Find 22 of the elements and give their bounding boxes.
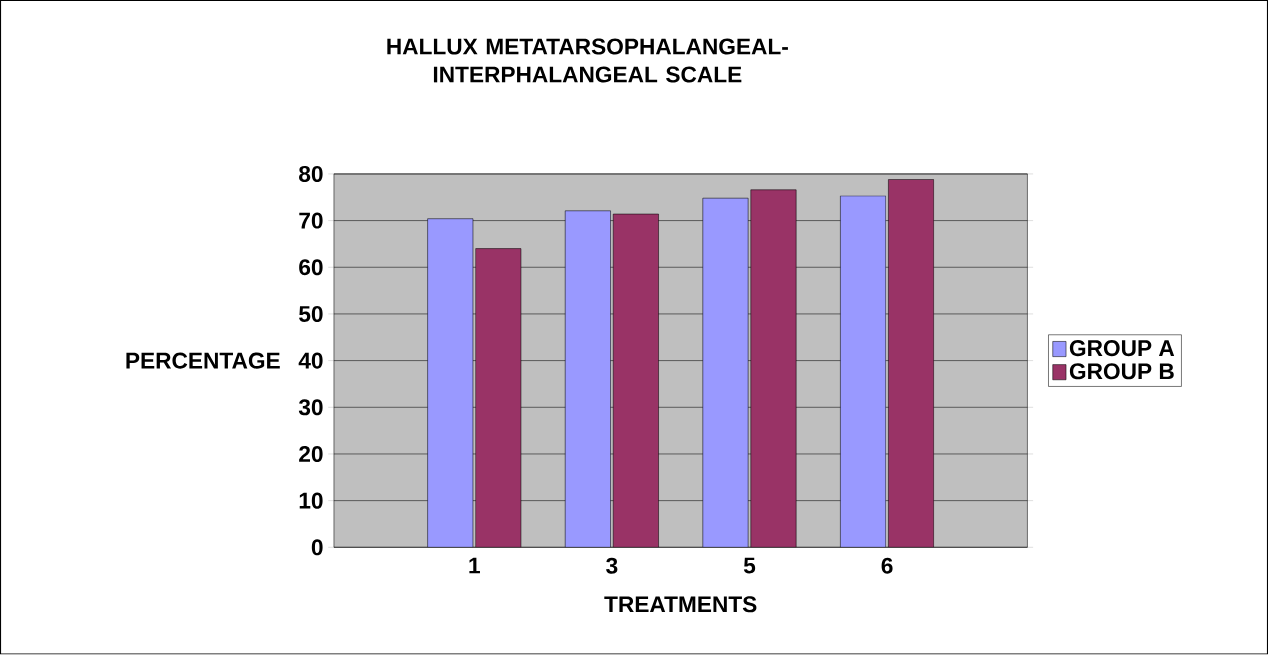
y-tick-label: 50 <box>299 306 323 323</box>
legend-label: GROUP B <box>1069 363 1174 380</box>
chart-title: HALLUX METATARSOPHALANGEAL-INTERPHALANGEAL SCALE <box>387 38 788 83</box>
x-tick-label: 5 <box>743 557 756 574</box>
y-tick-label: 10 <box>299 492 323 509</box>
y-tick-label: 40 <box>298 352 323 369</box>
x-tick-label: 1 <box>469 557 480 574</box>
y-tick-label: 30 <box>298 399 323 416</box>
bar <box>888 179 935 548</box>
y-tick-label: 70 <box>299 212 323 229</box>
bar <box>612 214 659 548</box>
bar <box>750 189 797 548</box>
x-tick-label: 6 <box>881 557 893 575</box>
y-tick-label: 60 <box>299 259 323 276</box>
y-tick-label: 20 <box>299 446 323 463</box>
y-tick-label: 0 <box>311 539 323 556</box>
x-axis-title: TREATMENTS <box>604 596 757 613</box>
y-axis-title: PERCENTAGE <box>126 352 280 369</box>
x-tick-label: 3 <box>606 557 618 575</box>
bar <box>475 248 522 548</box>
y-tick-label: 80 <box>299 166 323 183</box>
legend-label: GROUP A <box>1069 340 1175 357</box>
